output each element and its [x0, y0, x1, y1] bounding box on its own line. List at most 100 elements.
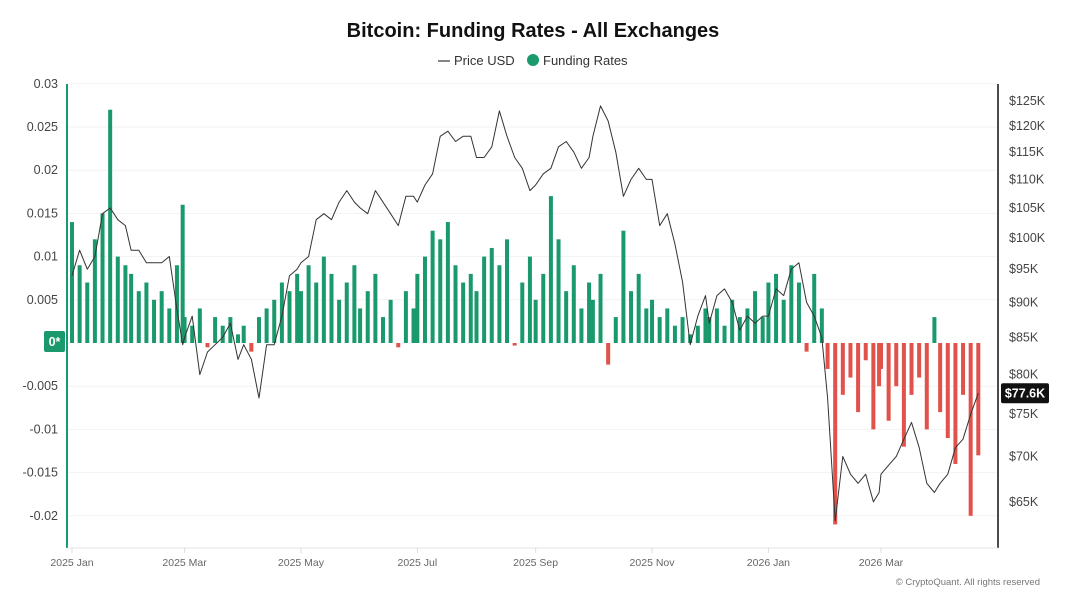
price-line — [71, 105, 979, 522]
zero-badge: 0* — [44, 331, 65, 352]
funding-bar — [373, 273, 378, 343]
right-tick-label: $90K — [1009, 295, 1039, 309]
funding-bar — [329, 273, 334, 343]
funding-bar — [344, 282, 349, 343]
funding-bar — [730, 299, 735, 343]
left-tick-label: 0.01 — [34, 250, 58, 264]
funding-bar — [190, 325, 195, 343]
funding-bar — [100, 213, 105, 343]
funding-bar — [938, 343, 943, 413]
legend-funding-label[interactable]: Funding Rates — [543, 53, 628, 68]
funding-bar — [403, 291, 408, 343]
funding-bar — [976, 343, 981, 456]
funding-bar — [650, 299, 655, 343]
funding-bar — [396, 343, 401, 348]
left-tick-label: 0.025 — [27, 120, 58, 134]
x-tick-label: 2025 May — [278, 557, 325, 569]
funding-bar — [564, 291, 569, 343]
funding-bar — [680, 317, 685, 343]
x-tick-label: 2025 Jul — [397, 557, 437, 569]
funding-bar — [590, 299, 595, 343]
funding-bar — [886, 343, 891, 421]
funding-bar — [256, 317, 261, 343]
x-tick-label: 2025 Nov — [630, 557, 676, 569]
right-tick-label: $65K — [1009, 495, 1039, 509]
funding-bar — [365, 291, 370, 343]
funding-bar — [587, 282, 592, 343]
funding-bar — [92, 239, 97, 343]
funding-bar — [527, 256, 532, 343]
funding-bar — [848, 343, 853, 378]
funding-bar — [438, 239, 443, 343]
funding-bar — [314, 282, 319, 343]
funding-bar — [840, 343, 845, 395]
right-tick-label: $125K — [1009, 94, 1046, 108]
right-tick-label: $120K — [1009, 119, 1046, 133]
funding-bar — [70, 222, 74, 343]
left-ticks: 0.03 0.025 0.02 0.015 0.01 0.005 -0.005 -0.01 -0… — [23, 77, 59, 523]
legend-price-label[interactable]: Price USD — [454, 53, 515, 68]
right-tick-label: $75K — [1009, 407, 1039, 421]
funding-bar — [968, 343, 973, 516]
funding-bar — [249, 343, 254, 352]
funding-bar — [497, 265, 502, 343]
funding-bar — [688, 334, 693, 343]
funding-bar — [180, 204, 185, 343]
funding-bar — [241, 325, 246, 343]
funding-bar — [781, 299, 786, 343]
funding-bar — [556, 239, 561, 343]
funding-bar — [695, 325, 700, 343]
x-tick-label: 2026 Jan — [747, 557, 790, 569]
funding-bar — [108, 109, 113, 343]
legend: Price USD Funding Rates — [438, 53, 628, 68]
funding-bar — [541, 273, 546, 343]
funding-bar — [445, 222, 450, 343]
right-ticks: $125K $120K $115K $110K $105K $100K $95K $90K $8… — [1009, 94, 1046, 509]
funding-bar — [753, 291, 758, 343]
funding-bar — [461, 282, 466, 343]
funding-bar — [205, 343, 210, 348]
funding-bar — [115, 256, 120, 343]
funding-bar — [453, 265, 458, 343]
funding-bar — [306, 265, 311, 343]
funding-bar — [85, 282, 90, 343]
legend-funding-dot-icon — [527, 54, 539, 66]
funding-bar — [961, 343, 966, 395]
funding-bar — [298, 291, 303, 343]
funding-bar — [220, 325, 225, 343]
x-ticks: 2025 Jan 2025 Mar 2025 May 2025 Jul 2025 Sep… — [50, 548, 904, 569]
funding-bar — [833, 343, 838, 525]
right-tick-label: $70K — [1009, 449, 1039, 463]
funding-bar — [672, 325, 677, 343]
left-tick-label: 0.02 — [34, 163, 58, 177]
funding-bar — [598, 273, 603, 343]
funding-bar — [932, 317, 937, 343]
right-tick-label: $100K — [1009, 231, 1046, 245]
funding-bar — [924, 343, 929, 430]
funding-bars — [70, 109, 981, 525]
funding-bar — [745, 308, 750, 343]
funding-bar — [321, 256, 326, 343]
funding-bar — [182, 317, 187, 343]
funding-bar — [152, 299, 157, 343]
funding-bar — [287, 291, 292, 343]
funding-bar — [422, 256, 427, 343]
funding-bar — [489, 247, 494, 343]
funding-bar — [388, 299, 393, 343]
left-tick-label: -0.01 — [30, 422, 59, 436]
funding-bar — [894, 343, 899, 387]
funding-bar — [174, 265, 179, 343]
funding-bar — [766, 282, 771, 343]
funding-bar — [825, 343, 830, 369]
funding-bar — [197, 308, 202, 343]
funding-bar — [337, 299, 342, 343]
right-tick-label: $115K — [1009, 145, 1045, 159]
x-tick-label: 2025 Mar — [162, 557, 207, 569]
funding-bar — [636, 273, 641, 343]
funding-bar — [482, 256, 487, 343]
funding-bar — [167, 308, 172, 343]
funding-bar — [909, 343, 914, 395]
funding-bar — [411, 308, 416, 343]
funding-bar — [945, 343, 950, 439]
